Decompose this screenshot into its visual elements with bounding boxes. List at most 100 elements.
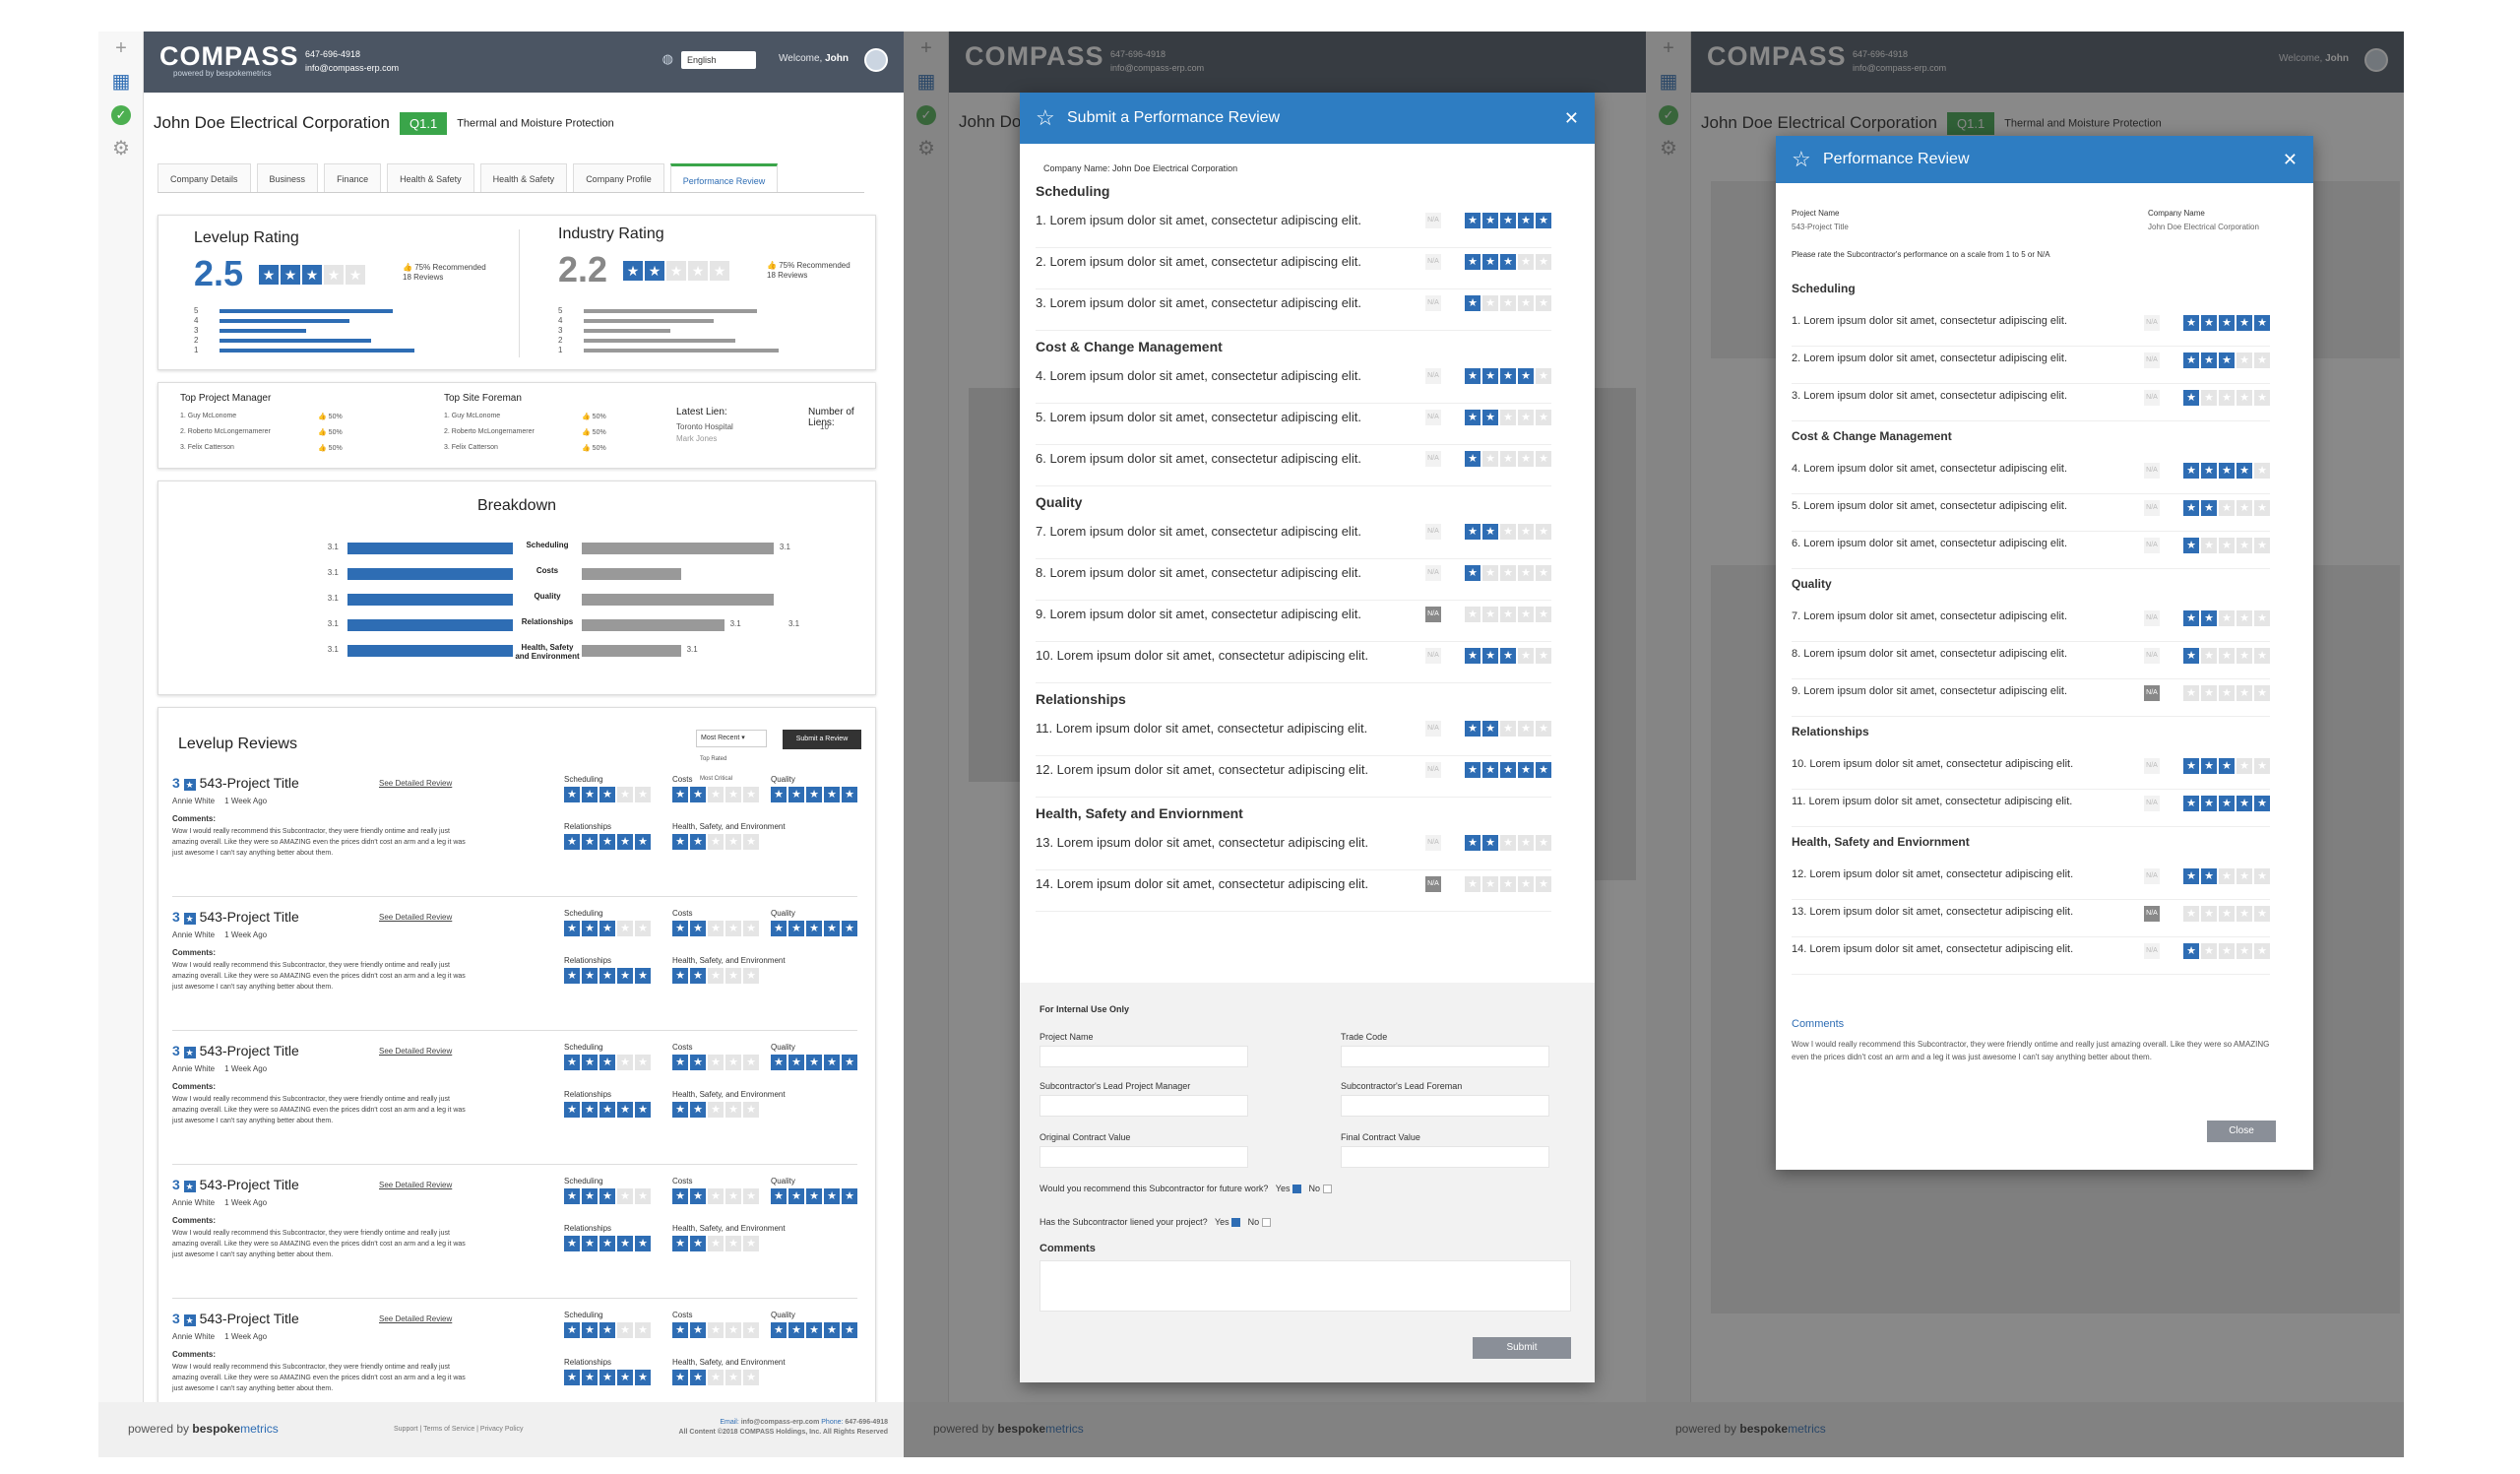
na-toggle[interactable]: N/A <box>1425 295 1441 311</box>
star-icon[interactable]: ★ <box>2183 500 2199 516</box>
star-icon[interactable]: ★ <box>1536 295 1551 311</box>
star-icon[interactable]: ★ <box>2219 352 2235 368</box>
tab-4[interactable]: Health & Safety <box>479 163 568 192</box>
star-icon[interactable]: ★ <box>2183 610 2199 626</box>
recommend-yes-checkbox[interactable] <box>1292 1185 1301 1194</box>
star-icon[interactable]: ★ <box>2254 758 2270 774</box>
star-icon[interactable]: ★ <box>1518 451 1534 467</box>
sort-option-most-critical[interactable]: Most Critical <box>700 776 733 782</box>
lead-foreman-input[interactable] <box>1341 1095 1549 1117</box>
star-icon[interactable]: ★ <box>2236 648 2252 664</box>
close-icon[interactable]: ✕ <box>2282 150 2298 169</box>
liened-yes-checkbox[interactable] <box>1231 1218 1241 1228</box>
star-icon[interactable]: ★ <box>1500 762 1516 778</box>
tab-2[interactable]: Finance <box>324 163 382 192</box>
star-icon[interactable]: ★ <box>1500 295 1516 311</box>
star-icon[interactable]: ★ <box>1518 721 1534 737</box>
star-icon[interactable]: ★ <box>2201 352 2217 368</box>
star-icon[interactable]: ★ <box>2201 685 2217 701</box>
star-icon[interactable]: ★ <box>2219 315 2235 331</box>
comments-textarea[interactable] <box>1040 1260 1571 1312</box>
star-icon[interactable]: ★ <box>2201 796 2217 811</box>
star-icon[interactable]: ★ <box>1500 721 1516 737</box>
na-toggle[interactable]: N/A <box>2144 463 2160 479</box>
star-icon[interactable]: ★ <box>1500 876 1516 892</box>
na-toggle[interactable]: N/A <box>2144 685 2160 701</box>
star-icon[interactable]: ★ <box>1482 762 1498 778</box>
star-icon[interactable]: ★ <box>1518 876 1534 892</box>
see-detailed-review-link[interactable]: See Detailed Review <box>379 1047 453 1056</box>
star-icon[interactable]: ★ <box>1465 524 1480 540</box>
review-title[interactable]: 3 ★ 543-Project Title <box>172 909 299 925</box>
see-detailed-review-link[interactable]: See Detailed Review <box>379 779 453 788</box>
star-icon[interactable]: ★ <box>1482 607 1498 622</box>
star-icon[interactable]: ★ <box>1482 254 1498 270</box>
tab-1[interactable]: Business <box>256 163 319 192</box>
final-value-input[interactable] <box>1341 1146 1549 1168</box>
star-icon[interactable]: ★ <box>2219 868 2235 884</box>
review-title[interactable]: 3 ★ 543-Project Title <box>172 1177 299 1192</box>
star-icon[interactable]: ★ <box>1536 721 1551 737</box>
star-icon[interactable]: ★ <box>1536 451 1551 467</box>
na-toggle[interactable]: N/A <box>1425 524 1441 540</box>
star-icon[interactable]: ★ <box>2201 463 2217 479</box>
star-icon[interactable]: ★ <box>2254 868 2270 884</box>
tab-3[interactable]: Health & Safety <box>387 163 474 192</box>
star-icon[interactable]: ★ <box>1465 213 1480 228</box>
tab-5[interactable]: Company Profile <box>573 163 664 192</box>
star-icon[interactable]: ★ <box>2183 315 2199 331</box>
star-icon[interactable]: ★ <box>2236 500 2252 516</box>
liened-no-checkbox[interactable] <box>1261 1218 1271 1228</box>
star-icon[interactable]: ★ <box>2201 906 2217 922</box>
lead-pm-input[interactable] <box>1040 1095 1248 1117</box>
star-icon[interactable]: ★ <box>2183 906 2199 922</box>
star-icon[interactable]: ★ <box>1518 524 1534 540</box>
star-icon[interactable]: ★ <box>1500 451 1516 467</box>
na-toggle[interactable]: N/A <box>2144 796 2160 811</box>
star-icon[interactable]: ★ <box>2201 943 2217 959</box>
star-icon[interactable]: ★ <box>2183 538 2199 553</box>
na-toggle[interactable]: N/A <box>1425 876 1441 892</box>
star-icon[interactable]: ★ <box>2236 943 2252 959</box>
star-icon[interactable]: ★ <box>1536 524 1551 540</box>
star-icon[interactable]: ★ <box>2236 906 2252 922</box>
star-icon[interactable]: ★ <box>1536 648 1551 664</box>
star-icon[interactable]: ★ <box>2201 315 2217 331</box>
star-icon[interactable]: ★ <box>2254 906 2270 922</box>
star-icon[interactable]: ★ <box>1465 762 1480 778</box>
star-icon[interactable]: ★ <box>1465 607 1480 622</box>
star-icon[interactable]: ★ <box>1465 254 1480 270</box>
star-icon[interactable]: ★ <box>2254 500 2270 516</box>
star-icon[interactable]: ★ <box>2236 352 2252 368</box>
star-icon[interactable]: ★ <box>1465 451 1480 467</box>
star-icon[interactable]: ★ <box>1465 295 1480 311</box>
star-icon[interactable]: ★ <box>2219 538 2235 553</box>
star-icon[interactable]: ★ <box>2236 315 2252 331</box>
star-icon[interactable]: ★ <box>2236 868 2252 884</box>
star-icon[interactable]: ★ <box>1500 410 1516 425</box>
star-icon[interactable]: ★ <box>2254 352 2270 368</box>
star-icon[interactable]: ★ <box>1518 295 1534 311</box>
submit-button[interactable]: Submit <box>1473 1337 1571 1359</box>
star-icon[interactable]: ★ <box>2254 648 2270 664</box>
na-toggle[interactable]: N/A <box>2144 868 2160 884</box>
star-icon[interactable]: ★ <box>1482 451 1498 467</box>
star-icon[interactable]: ★ <box>2236 538 2252 553</box>
na-toggle[interactable]: N/A <box>1425 565 1441 581</box>
review-title[interactable]: 3 ★ 543-Project Title <box>172 1043 299 1058</box>
na-toggle[interactable]: N/A <box>2144 648 2160 664</box>
na-toggle[interactable]: N/A <box>1425 835 1441 851</box>
na-toggle[interactable]: N/A <box>2144 943 2160 959</box>
star-icon[interactable]: ★ <box>1536 368 1551 384</box>
star-icon[interactable]: ★ <box>2236 796 2252 811</box>
star-icon[interactable]: ★ <box>2201 648 2217 664</box>
star-icon[interactable]: ★ <box>1482 835 1498 851</box>
star-icon[interactable]: ★ <box>2183 943 2199 959</box>
star-icon[interactable]: ★ <box>1482 565 1498 581</box>
sort-select[interactable]: Most Recent ▾ <box>696 730 767 747</box>
star-icon[interactable]: ★ <box>2254 463 2270 479</box>
tab-0[interactable]: Company Details <box>158 163 251 192</box>
na-toggle[interactable]: N/A <box>2144 390 2160 406</box>
star-icon[interactable]: ★ <box>1482 295 1498 311</box>
star-icon[interactable]: ★ <box>2219 390 2235 406</box>
